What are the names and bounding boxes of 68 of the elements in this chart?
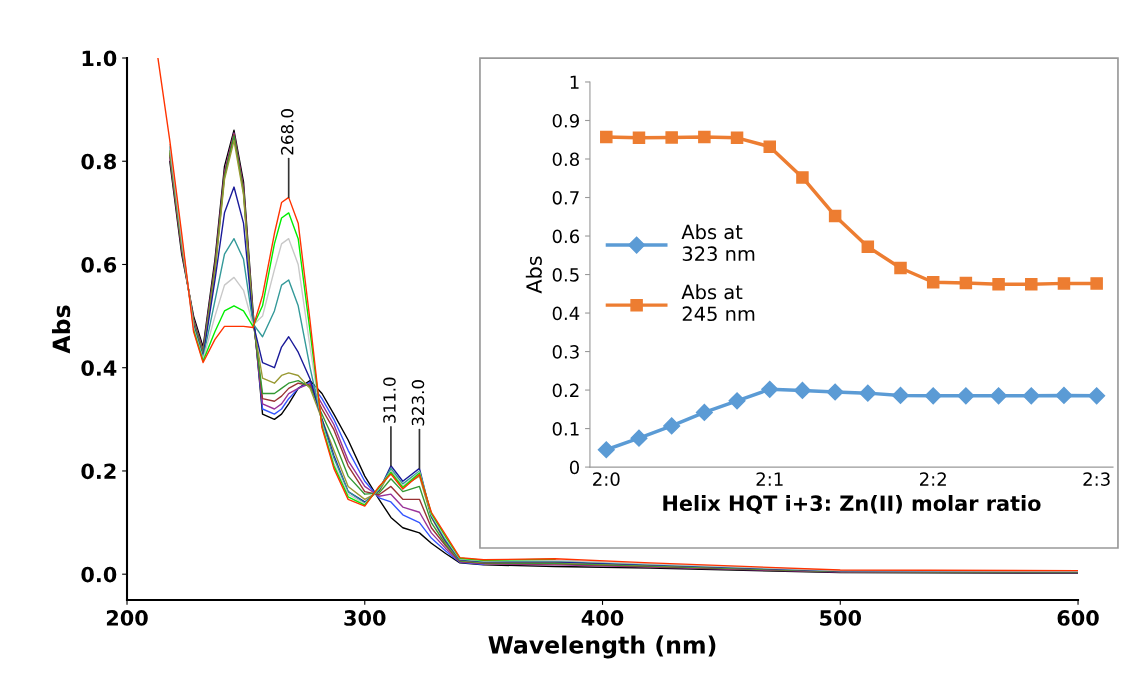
point xyxy=(695,403,713,421)
point xyxy=(1025,277,1038,291)
x-tick-label: 200 xyxy=(106,610,148,626)
y-tick-label: 0.8 xyxy=(81,153,116,170)
point xyxy=(992,277,1005,291)
point xyxy=(600,130,613,144)
y-tick-label: 0.4 xyxy=(552,306,580,321)
y-tick-label: 0.0 xyxy=(81,566,117,583)
x-axis-title: Helix HQT i+3: Zn(II) molar ratio xyxy=(663,494,1041,514)
point xyxy=(1022,387,1040,405)
point xyxy=(891,386,910,405)
x-tick-label: 300 xyxy=(344,610,386,626)
point xyxy=(957,387,975,405)
y-tick-label: 0.2 xyxy=(81,463,116,480)
point xyxy=(665,131,678,144)
legend-label: Abs at 323 nm xyxy=(681,224,755,262)
y-tick-label: 0.6 xyxy=(552,229,580,244)
point xyxy=(1055,386,1073,405)
y-axis-title: Abs xyxy=(525,256,542,294)
point xyxy=(763,140,776,153)
point xyxy=(761,380,779,398)
point xyxy=(1088,387,1106,405)
y-tick-label: 0.9 xyxy=(552,113,579,128)
x-tick-label: 400 xyxy=(581,610,624,626)
point xyxy=(826,383,844,401)
y-tick-label: 1.0 xyxy=(82,50,117,67)
y-tick-label: 1 xyxy=(570,75,579,89)
x-tick-label: 2:3 xyxy=(1083,472,1110,486)
point xyxy=(828,209,842,223)
legend-label: Abs at 245 nm xyxy=(681,284,755,322)
x-tick-label: 500 xyxy=(820,610,862,626)
point xyxy=(632,131,646,145)
y-tick-label: 0 xyxy=(569,460,580,475)
point xyxy=(990,387,1008,405)
x-tick-label: 2:0 xyxy=(593,472,620,486)
line-series xyxy=(157,58,1079,572)
annotation: 323.0 xyxy=(411,380,425,426)
x-tick-label: 600 xyxy=(1057,610,1099,626)
y-tick-label: 0.7 xyxy=(552,190,579,205)
point xyxy=(959,276,973,290)
y-tick-label: 0.1 xyxy=(552,422,579,436)
point xyxy=(861,240,875,254)
point xyxy=(926,275,940,289)
point xyxy=(663,417,681,435)
y-tick-label: 0.2 xyxy=(552,383,579,398)
point xyxy=(597,441,615,459)
annotation: 268.0 xyxy=(280,109,294,155)
y-tick-label: 0.4 xyxy=(81,360,117,376)
point xyxy=(1057,277,1071,290)
y-tick-label: 0.8 xyxy=(552,152,579,167)
point xyxy=(730,131,744,145)
y-tick-label: 0.3 xyxy=(552,345,579,359)
point xyxy=(630,429,648,447)
point xyxy=(728,392,746,410)
x-tick-label: 2:2 xyxy=(919,472,946,486)
point xyxy=(698,130,711,144)
x-axis-title: Wavelength (nm) xyxy=(488,635,716,659)
point xyxy=(793,381,811,399)
annotation: 311.0 xyxy=(383,377,396,423)
y-axis-title: Abs xyxy=(51,305,71,354)
point xyxy=(1090,277,1103,290)
point xyxy=(796,171,809,184)
x-tick-label: 2:1 xyxy=(756,472,783,486)
y-tick-label: 0.5 xyxy=(552,267,579,282)
y-tick-label: 0.6 xyxy=(81,256,117,273)
point xyxy=(924,387,942,405)
point xyxy=(894,261,907,275)
point xyxy=(859,384,877,402)
